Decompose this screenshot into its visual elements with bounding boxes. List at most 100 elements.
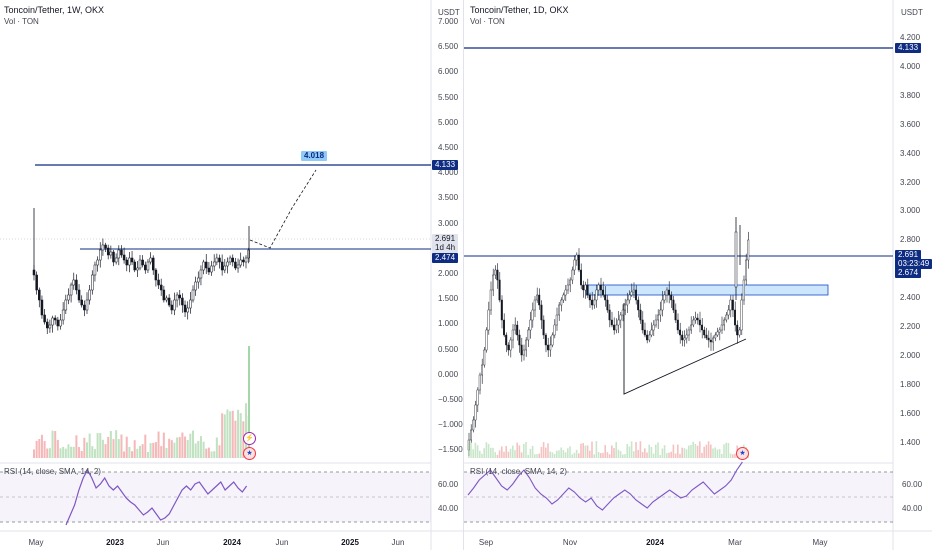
daily-volume-bar <box>685 449 688 458</box>
daily-volume-bar <box>707 441 710 458</box>
weekly-chart-panel[interactable]: Toncoin/Tether, 1W, OKX Vol · TON USDT 7… <box>0 0 463 550</box>
daily-volume-bar <box>679 453 681 458</box>
weekly-volume-bar <box>70 446 73 458</box>
weekly-rsi-line <box>65 468 248 526</box>
us-flag-event-icon[interactable]: ★ <box>243 447 256 460</box>
weekly-x-tick: 2024 <box>223 538 241 547</box>
daily-candle <box>525 339 528 351</box>
daily-candle <box>742 279 745 301</box>
weekly-candle <box>67 294 70 301</box>
daily-candle <box>736 324 739 336</box>
daily-candle <box>648 334 651 341</box>
daily-volume-bar <box>470 442 472 458</box>
weekly-volume-bar <box>199 436 202 458</box>
weekly-candle <box>207 267 211 273</box>
daily-chart-panel[interactable]: Toncoin/Tether, 1D, OKX Vol · TON USDT 4… <box>464 0 932 550</box>
weekly-volume-bar <box>64 448 67 458</box>
daily-candle <box>694 317 697 321</box>
weekly-y-tick: −1.500 <box>438 445 463 455</box>
weekly-candle <box>170 304 174 311</box>
daily-volume-bar <box>606 452 609 458</box>
weekly-candle <box>186 307 189 313</box>
daily-volume-bar <box>551 452 554 458</box>
daily-candle <box>485 329 488 351</box>
weekly-candle <box>101 244 105 251</box>
daily-candle <box>707 337 710 341</box>
daily-volume-bar <box>591 441 593 458</box>
weekly-projection-path <box>249 169 317 249</box>
daily-volume-bar <box>492 447 494 458</box>
daily-candle <box>683 337 686 341</box>
daily-chart-canvas[interactable] <box>464 0 932 550</box>
daily-candle <box>590 299 593 306</box>
weekly-volume-bar <box>139 445 141 458</box>
daily-y-tick: 3.600 <box>900 119 921 129</box>
panel-divider[interactable] <box>463 0 464 550</box>
daily-volume-bar <box>705 444 708 458</box>
daily-countdown-tag: 03:23:49 <box>895 259 932 269</box>
weekly-volume-bar <box>231 410 234 458</box>
weekly-candle <box>96 259 99 266</box>
daily-candle <box>557 304 560 316</box>
daily-candle <box>564 289 567 296</box>
daily-volume-bar <box>523 443 525 458</box>
weekly-volume-bar <box>99 433 102 458</box>
daily-volume-bar <box>734 453 736 458</box>
weekly-candle <box>61 309 65 321</box>
daily-candle <box>643 329 646 336</box>
weekly-y-tick: 5.000 <box>438 117 459 127</box>
weekly-volume-bar <box>96 433 99 458</box>
daily-candle <box>509 339 512 351</box>
weekly-candle <box>220 261 224 271</box>
daily-candle <box>571 269 574 281</box>
daily-volume-bar <box>690 445 692 458</box>
weekly-volume-bar <box>80 450 83 458</box>
daily-volume-bar <box>501 446 503 458</box>
weekly-volume-bar <box>152 442 155 458</box>
weekly-volume-bar <box>104 444 107 458</box>
daily-candle <box>518 334 521 346</box>
weekly-volume-bar <box>35 440 38 458</box>
daily-volume-bar <box>725 442 727 458</box>
weekly-candle <box>191 289 195 301</box>
daily-volume-bar <box>485 442 488 458</box>
daily-candle <box>745 259 748 281</box>
weekly-volume-bar <box>128 446 131 458</box>
weekly-volume-bar <box>181 432 184 458</box>
weekly-volume-bar <box>54 430 57 458</box>
weekly-volume-bar <box>186 440 189 458</box>
weekly-y-tick: 1.500 <box>438 294 459 304</box>
daily-candle <box>489 289 492 311</box>
weekly-volume-bar <box>165 447 168 458</box>
daily-y-tick: 3.800 <box>900 90 921 100</box>
daily-volume-bar <box>549 451 551 458</box>
weekly-volume-bar <box>162 432 165 458</box>
daily-candle <box>676 319 679 331</box>
weekly-target-tag[interactable]: 4.018 <box>301 151 328 161</box>
daily-candle <box>718 329 721 333</box>
daily-candle <box>689 324 692 331</box>
weekly-volume-bar <box>46 448 49 458</box>
weekly-volume-bar <box>83 437 86 458</box>
daily-volume-bar <box>661 448 664 458</box>
weekly-y-tick: −0.500 <box>438 395 463 404</box>
weekly-candle <box>38 289 41 301</box>
daily-candle <box>503 319 506 336</box>
weekly-currency-label: USDT <box>438 8 460 17</box>
lightning-event-icon[interactable]: ⚡ <box>243 432 256 445</box>
daily-volume-bar <box>628 446 631 458</box>
us-flag-event-icon-daily[interactable]: ★ <box>736 447 749 460</box>
weekly-candle <box>133 261 136 271</box>
weekly-volume-bar <box>144 434 147 458</box>
weekly-volume-bar <box>245 403 247 458</box>
daily-volume-bar <box>703 446 705 458</box>
daily-candle <box>516 324 519 336</box>
daily-volume-bar <box>615 441 617 458</box>
daily-candle <box>714 334 717 339</box>
daily-volume-bar <box>723 444 725 458</box>
weekly-volume-bar <box>136 448 139 458</box>
daily-candle <box>687 329 690 336</box>
daily-candle <box>601 289 604 296</box>
weekly-y-tick: 7.000 <box>438 17 459 26</box>
daily-candle <box>522 349 525 356</box>
